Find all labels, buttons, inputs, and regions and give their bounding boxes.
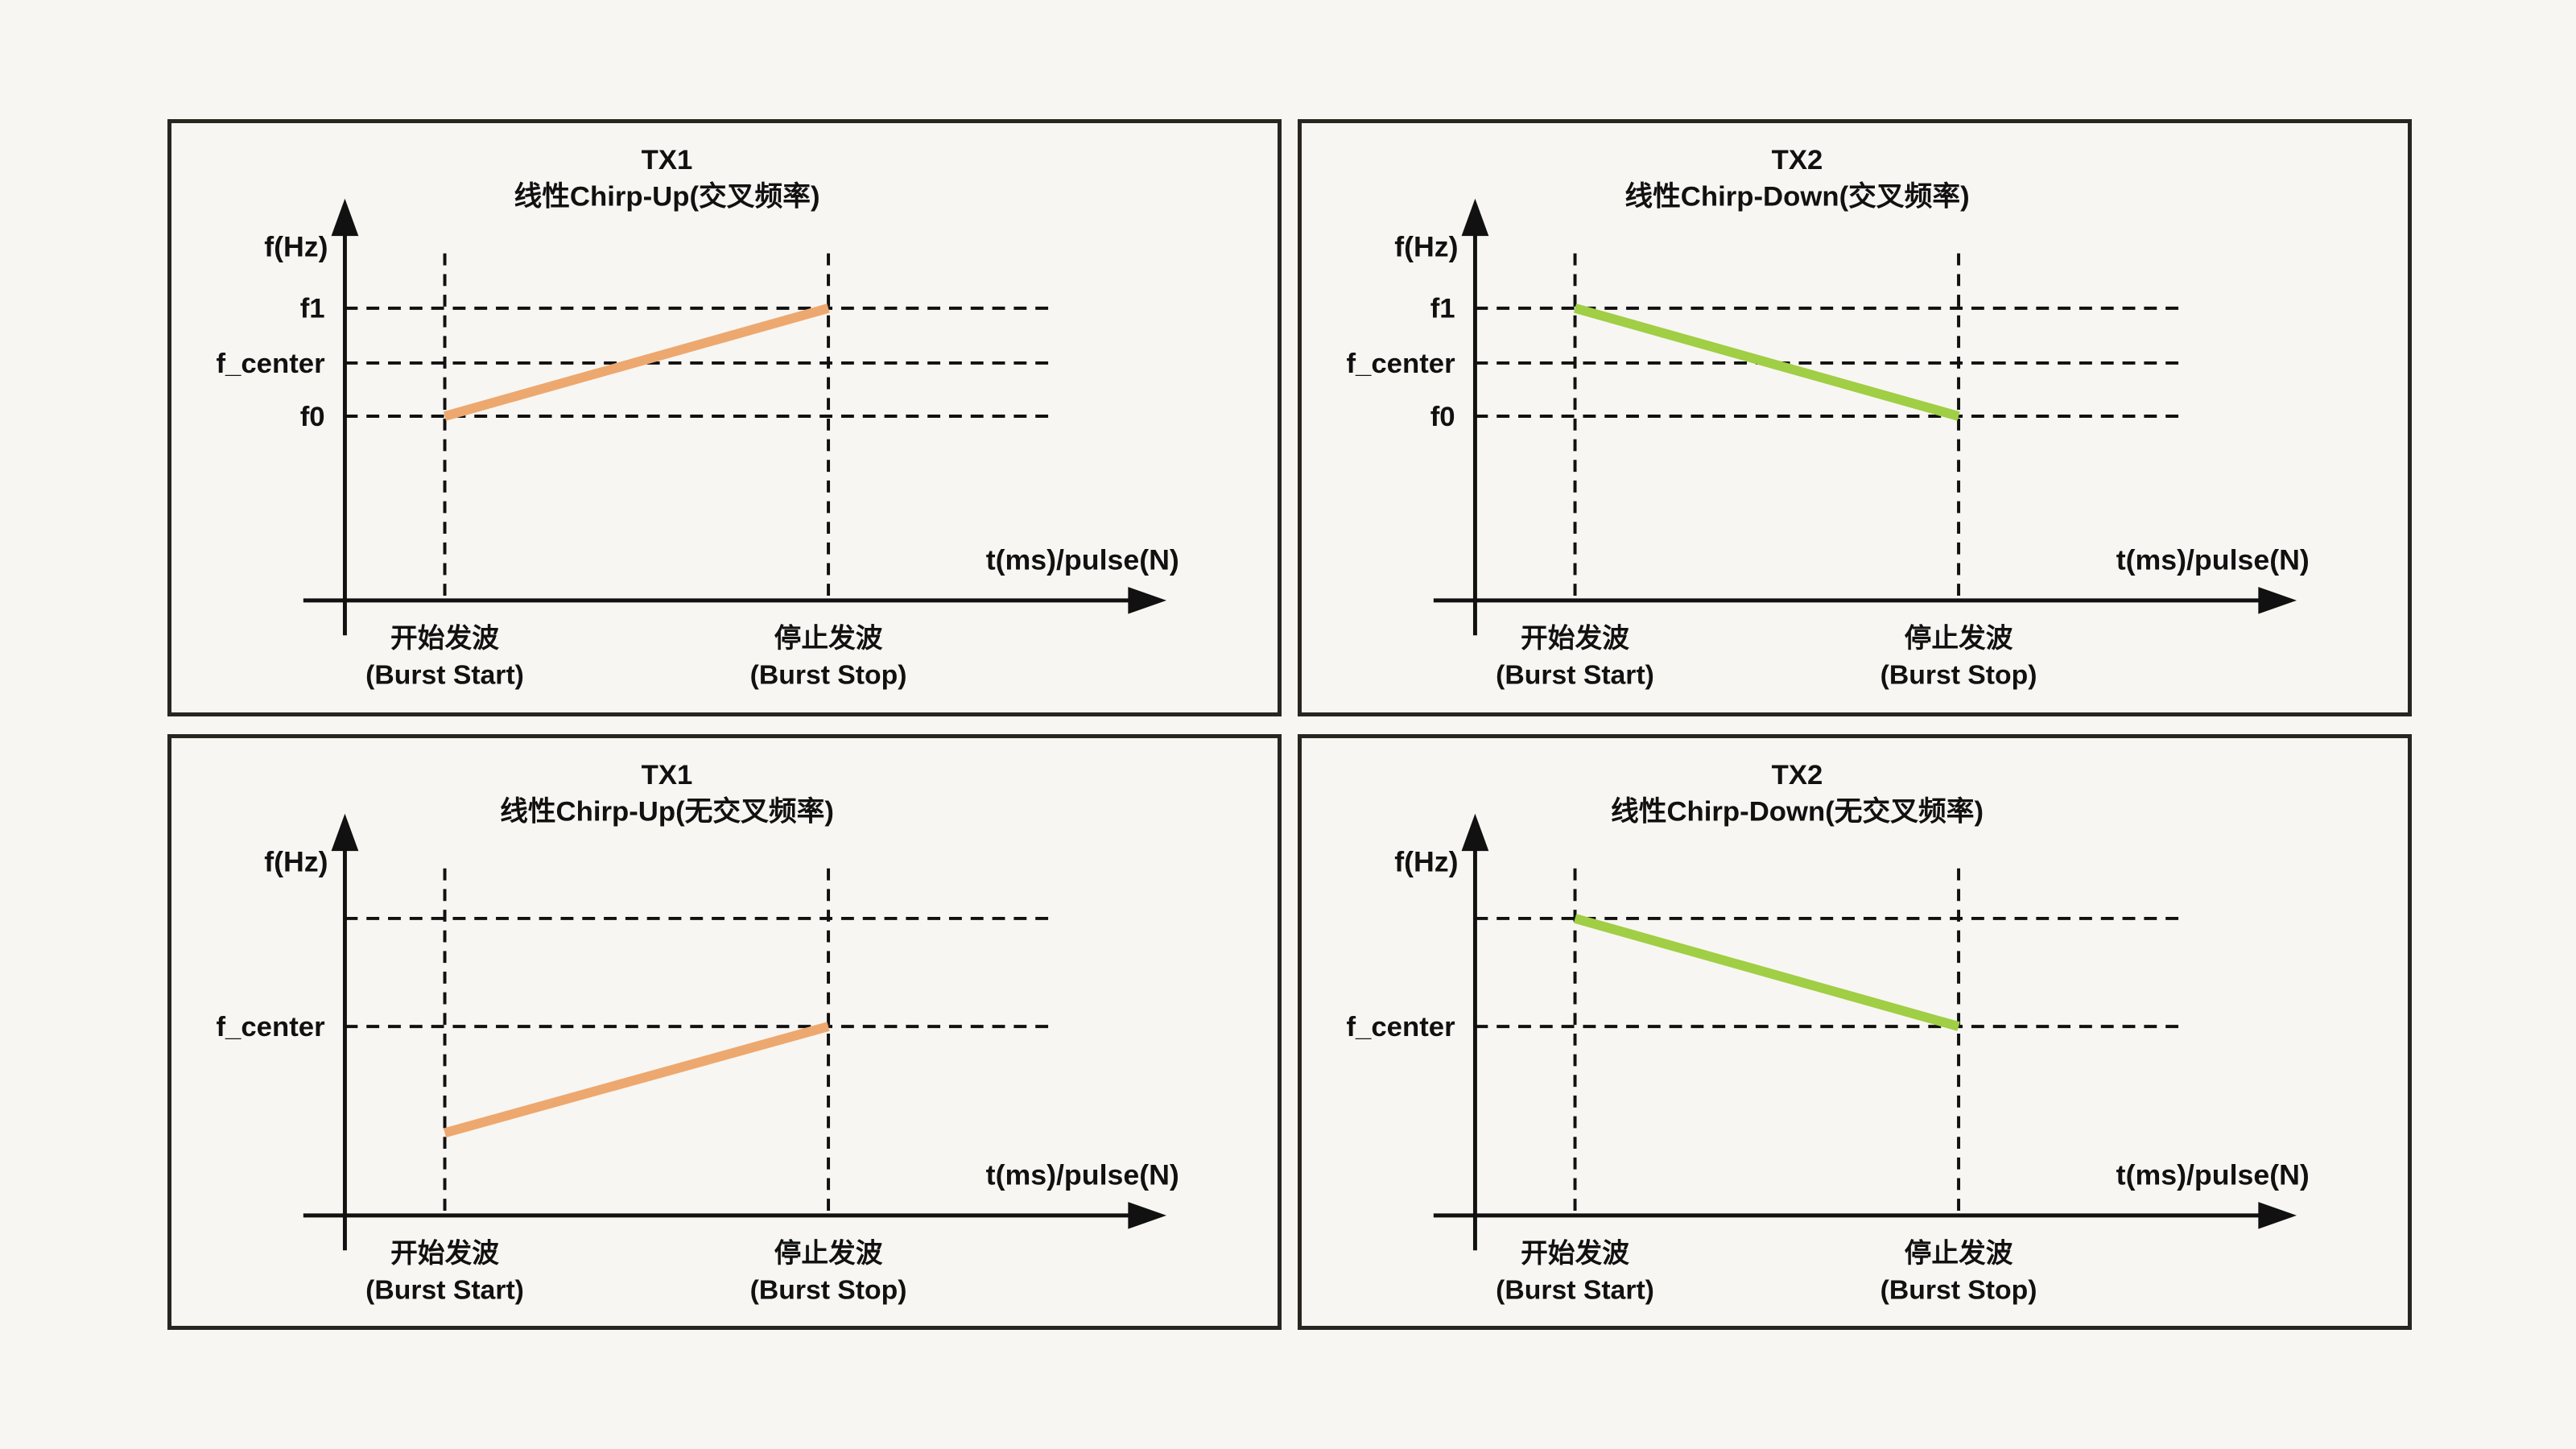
chirp-line [443, 1022, 830, 1137]
panel-tx2-chirp-down-nocross: TX2 线性Chirp-Down(无交叉频率) f(Hz) t(ms)/puls… [1298, 734, 2412, 1330]
burst-start-label-cn: 开始发波 [390, 1238, 499, 1269]
ytick-f0: f0 [1430, 402, 1455, 432]
x-axis-label: t(ms)/pulse(N) [2116, 1159, 2310, 1191]
burst-stop-label-en: (Burst Stop) [750, 661, 907, 691]
burst-start-label-en: (Burst Start) [1496, 1276, 1654, 1306]
panel-title-line1: TX1 [642, 760, 693, 791]
plot-tx2-cross: TX2 线性Chirp-Down(交叉频率) f(Hz) t(ms)/pulse… [1346, 145, 2310, 691]
ytick-fcenter: f_center [1346, 1012, 1455, 1042]
burst-start-label-cn: 开始发波 [1521, 623, 1629, 654]
burst-stop-label-cn: 停止发波 [1905, 1238, 2013, 1269]
y-axis-label: f(Hz) [1394, 846, 1458, 878]
ytick-f0: f0 [300, 402, 325, 432]
x-axis-label: t(ms)/pulse(N) [2116, 544, 2310, 576]
ytick-fcenter: f_center [1346, 349, 1455, 379]
panel-tx1-chirp-up-cross: TX1 线性Chirp-Up(交叉频率) f(Hz) t(ms)/pulse(N… [167, 119, 1282, 716]
burst-start-label-cn: 开始发波 [1521, 1238, 1629, 1269]
arrow-up-icon [1461, 198, 1489, 237]
burst-stop-label-en: (Burst Stop) [1880, 1276, 2037, 1306]
arrow-up-icon [331, 813, 359, 852]
panel-title-line2: 线性Chirp-Up(无交叉频率) [500, 796, 834, 828]
burst-stop-label-cn: 停止发波 [774, 623, 883, 654]
panel-title-line2: 线性Chirp-Up(交叉频率) [514, 181, 819, 213]
panel-title-line1: TX1 [642, 145, 693, 175]
arrow-right-icon [2258, 1202, 2297, 1229]
panel-title-line2: 线性Chirp-Down(无交叉频率) [1611, 796, 1984, 828]
arrow-up-icon [1461, 813, 1489, 852]
ytick-fcenter: f_center [216, 1012, 324, 1042]
burst-stop-label-cn: 停止发波 [1905, 623, 2013, 654]
x-axis-label: t(ms)/pulse(N) [986, 544, 1179, 576]
burst-start-label-en: (Burst Start) [1496, 661, 1654, 691]
burst-start-label-cn: 开始发波 [390, 623, 499, 654]
burst-stop-label-cn: 停止发波 [774, 1238, 883, 1269]
burst-stop-label-en: (Burst Stop) [750, 1276, 907, 1306]
chirp-line [443, 303, 830, 421]
panel-tx1-chirp-up-nocross: TX1 线性Chirp-Up(无交叉频率) f(Hz) t(ms)/pulse(… [167, 734, 1282, 1330]
arrow-right-icon [1128, 587, 1167, 614]
chirp-line [1573, 303, 1960, 421]
arrow-right-icon [2258, 587, 2297, 614]
ytick-fcenter: f_center [216, 349, 324, 379]
x-axis-label: t(ms)/pulse(N) [986, 1159, 1179, 1191]
burst-stop-label-en: (Burst Stop) [1880, 661, 2037, 691]
burst-start-label-en: (Burst Start) [365, 661, 524, 691]
y-axis-label: f(Hz) [264, 231, 328, 263]
burst-start-label-en: (Burst Start) [365, 1276, 524, 1306]
y-axis-label: f(Hz) [264, 846, 328, 878]
plot-tx1-nocross: TX1 线性Chirp-Up(无交叉频率) f(Hz) t(ms)/pulse(… [216, 760, 1179, 1306]
plot-tx1-cross: TX1 线性Chirp-Up(交叉频率) f(Hz) t(ms)/pulse(N… [216, 145, 1179, 691]
chirp-line [1573, 914, 1960, 1031]
arrow-up-icon [331, 198, 359, 237]
y-axis-label: f(Hz) [1394, 231, 1458, 263]
ytick-f1: f1 [300, 294, 325, 324]
panel-tx2-chirp-down-cross: TX2 线性Chirp-Down(交叉频率) f(Hz) t(ms)/pulse… [1298, 119, 2412, 716]
ytick-f1: f1 [1430, 294, 1455, 324]
arrow-right-icon [1128, 1202, 1167, 1229]
panel-title-line1: TX2 [1772, 145, 1823, 175]
panel-title-line2: 线性Chirp-Down(交叉频率) [1624, 181, 1969, 213]
panel-title-line1: TX2 [1772, 760, 1823, 791]
plot-tx2-nocross: TX2 线性Chirp-Down(无交叉频率) f(Hz) t(ms)/puls… [1346, 760, 2310, 1306]
